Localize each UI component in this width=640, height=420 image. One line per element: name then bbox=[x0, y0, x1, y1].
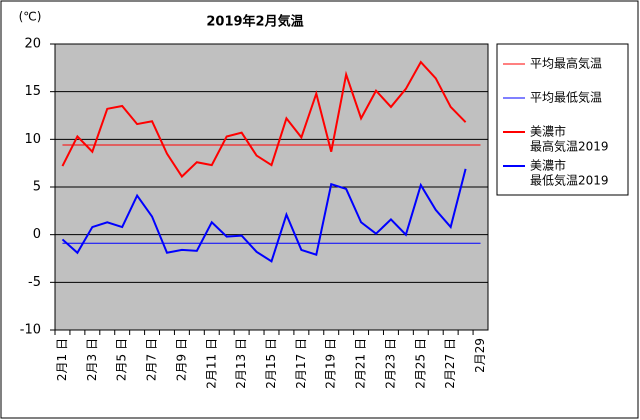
x-tick-label: 2月19 日 bbox=[324, 338, 338, 389]
y-tick-label: 15 bbox=[24, 84, 41, 99]
x-tick-label: 2月9 日 bbox=[174, 338, 188, 381]
y-tick-label: 20 bbox=[24, 37, 41, 52]
x-tick-label: 2月25 日 bbox=[413, 338, 427, 389]
legend-label: 平均最低気温 bbox=[530, 90, 602, 105]
x-tick-label: 2月15 日 bbox=[264, 338, 278, 389]
legend-label: 美濃市 bbox=[530, 124, 566, 139]
x-tick-label: 2月29 bbox=[473, 338, 487, 373]
y-tick-label: -10 bbox=[20, 323, 41, 338]
legend-label: 美濃市 bbox=[530, 158, 566, 173]
legend-label: 平均最高気温 bbox=[530, 56, 602, 71]
x-tick-label: 2月3 日 bbox=[85, 338, 99, 381]
y-tick-label: -5 bbox=[28, 275, 41, 290]
x-tick-label: 2月27 日 bbox=[443, 338, 457, 389]
legend-box bbox=[496, 43, 629, 196]
x-tick-label: 2月11 日 bbox=[204, 338, 218, 389]
y-axis-label: (℃) bbox=[19, 10, 42, 24]
x-tick-label: 2月17 日 bbox=[294, 338, 308, 389]
series-line bbox=[61, 60, 467, 179]
y-tick-label: 0 bbox=[33, 227, 41, 242]
x-tick-label: 2月13 日 bbox=[234, 338, 248, 389]
x-tick-label: 2月7 日 bbox=[145, 338, 159, 381]
legend-label: 最高気温2019 bbox=[530, 139, 609, 154]
x-tick-label: 2月1 日 bbox=[55, 338, 69, 381]
y-tick-label: 5 bbox=[33, 180, 41, 195]
x-tick-label: 2月21 日 bbox=[354, 338, 368, 389]
series-line bbox=[61, 168, 467, 263]
legend-label: 最低気温2019 bbox=[530, 173, 609, 188]
x-tick-label: 2月5 日 bbox=[115, 338, 129, 381]
chart-title: 2019年2月気温 bbox=[206, 14, 303, 30]
y-tick-label: 10 bbox=[24, 132, 41, 147]
x-tick-label: 2月23 日 bbox=[383, 338, 397, 389]
